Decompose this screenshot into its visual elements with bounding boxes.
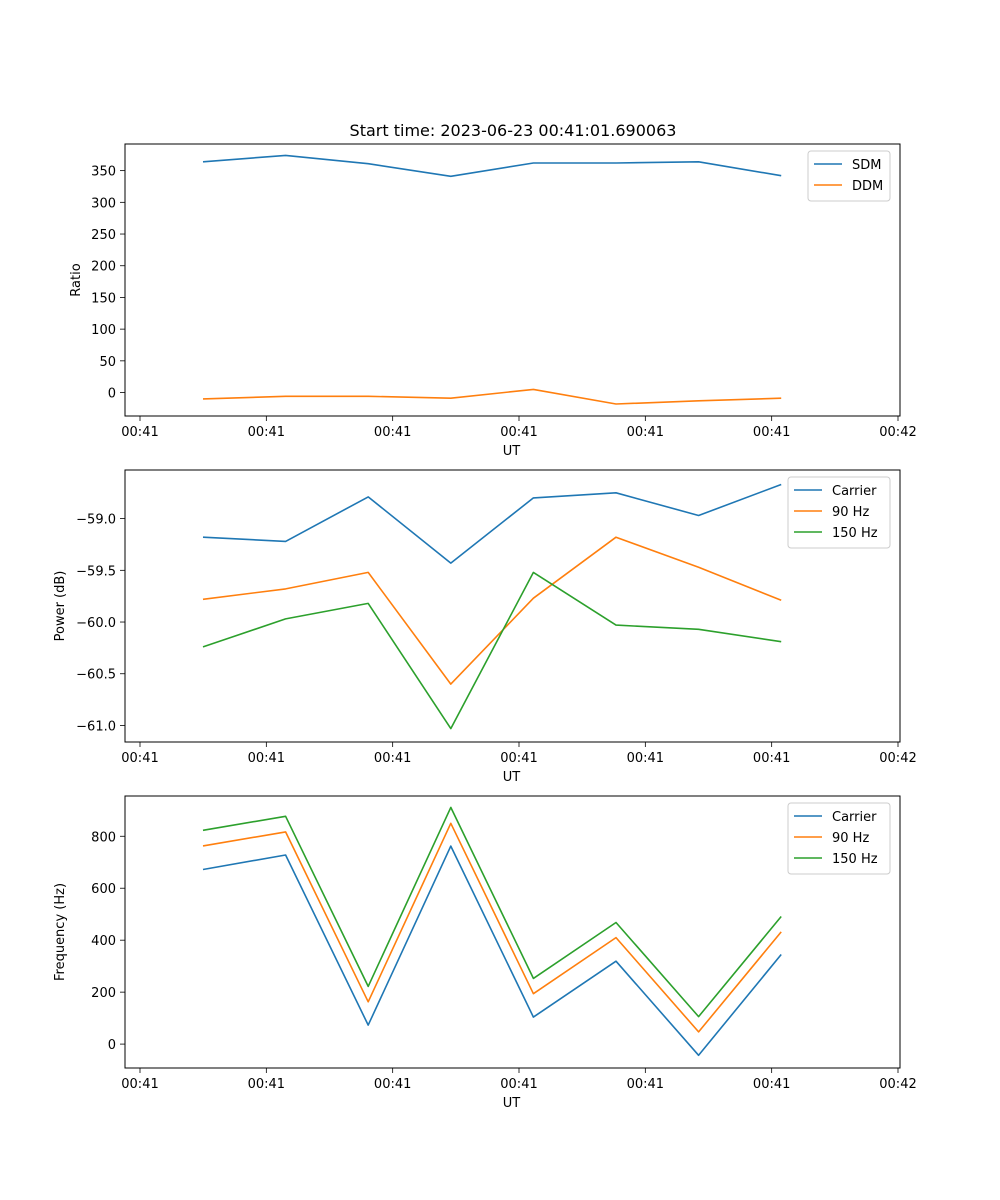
series-line-ddm	[202, 388, 782, 405]
plot-frame	[124, 143, 901, 417]
legend-box	[787, 802, 891, 875]
chart-panels: 00:41 00:41 00:41 00:41 00:41 00:41 00:42 0 50 10…	[53, 143, 917, 1111]
plot-frame	[124, 795, 901, 1069]
y-tick-label: 300	[91, 196, 116, 211]
legend: SDM DDM	[807, 150, 891, 202]
x-axis-label: UT	[503, 1096, 521, 1111]
y-axis-label: Frequency (Hz)	[53, 883, 68, 981]
y-tick-label: 200	[91, 986, 116, 1001]
legend-box	[787, 476, 891, 549]
legend: Carrier 90 Hz 150 Hz	[787, 802, 891, 875]
series-line-90-hz	[202, 822, 782, 1033]
x-tick-label: 00:41	[248, 425, 285, 440]
y-tick-label: 100	[91, 323, 116, 338]
x-axis-label: UT	[503, 444, 521, 459]
x-tick-label: 00:41	[248, 751, 285, 766]
x-tick-label: 00:41	[753, 1077, 790, 1092]
legend-label: Carrier	[832, 810, 877, 825]
x-tick-label: 00:41	[248, 1077, 285, 1092]
series-line-90-hz	[202, 536, 782, 685]
x-tick-label: 00:41	[627, 425, 664, 440]
y-tick-label: −59.0	[76, 513, 116, 528]
x-tick-label: 00:41	[121, 751, 158, 766]
x-tick-label: 00:41	[374, 1077, 411, 1092]
legend: Carrier 90 Hz 150 Hz	[787, 476, 891, 549]
chart-panel-1: 00:41 00:41 00:41 00:41 00:41 00:41 00:42 0 50 10…	[69, 143, 917, 459]
x-tick-label: 00:41	[627, 1077, 664, 1092]
y-tick-label: −60.0	[76, 616, 116, 631]
y-tick-label: 0	[108, 1038, 116, 1053]
y-tick-label: 0	[108, 387, 116, 402]
x-tick-label: 00:42	[879, 751, 916, 766]
y-tick-label: 200	[91, 260, 116, 275]
x-tick-label: 00:41	[121, 1077, 158, 1092]
plot-frame	[124, 469, 901, 743]
x-tick-label: 00:41	[374, 425, 411, 440]
x-tick-label: 00:42	[879, 425, 916, 440]
x-tick-label: 00:41	[500, 425, 537, 440]
x-tick-label: 00:41	[753, 425, 790, 440]
y-tick-label: 800	[91, 830, 116, 845]
series-line-carrier	[202, 483, 782, 564]
legend-label: SDM	[852, 158, 881, 173]
legend-label: 90 Hz	[832, 831, 869, 846]
legend-label: Carrier	[832, 484, 877, 499]
x-tick-label: 00:41	[500, 1077, 537, 1092]
legend-label: 150 Hz	[832, 526, 878, 541]
y-tick-label: −59.5	[76, 564, 116, 579]
y-tick-label: 600	[91, 882, 116, 897]
x-tick-label: 00:41	[627, 751, 664, 766]
y-axis-label: Power (dB)	[53, 571, 68, 642]
series-line-sdm	[202, 154, 782, 178]
y-tick-label: 50	[99, 355, 116, 370]
x-tick-label: 00:41	[374, 751, 411, 766]
y-tick-label: −61.0	[76, 719, 116, 734]
y-tick-label: −60.5	[76, 668, 116, 683]
legend-label: 150 Hz	[832, 852, 878, 867]
y-tick-label: 350	[91, 165, 116, 180]
x-tick-label: 00:41	[753, 751, 790, 766]
chart-panel-3: 00:41 00:41 00:41 00:41 00:41 00:41 00:42 0 200 4…	[53, 795, 917, 1111]
legend-label: DDM	[852, 179, 883, 194]
x-axis-label: UT	[503, 770, 521, 785]
y-tick-label: 400	[91, 934, 116, 949]
series-line-carrier	[202, 845, 782, 1057]
y-tick-label: 250	[91, 228, 116, 243]
legend-label: 90 Hz	[832, 505, 869, 520]
series-line-150-hz	[202, 571, 782, 730]
y-tick-label: 150	[91, 291, 116, 306]
chart-panel-2: 00:41 00:41 00:41 00:41 00:41 00:41 00:42 −61.0…	[53, 469, 917, 785]
x-tick-label: 00:41	[121, 425, 158, 440]
x-tick-label: 00:42	[879, 1077, 916, 1092]
series-line-150-hz	[202, 806, 782, 1018]
x-tick-label: 00:41	[500, 751, 537, 766]
figure-title: Start time: 2023-06-23 00:41:01.690063	[350, 121, 677, 140]
y-axis-label: Ratio	[69, 263, 84, 296]
